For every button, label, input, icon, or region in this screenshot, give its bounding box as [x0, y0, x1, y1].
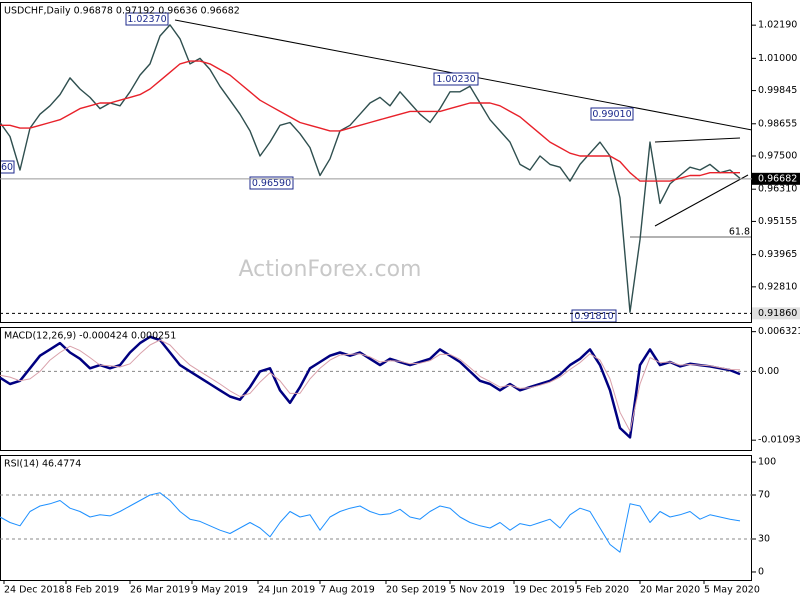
- panel-title: USDCHF,Daily 0.96878 0.97192 0.96636 0.9…: [4, 6, 240, 17]
- annotation: 61.8: [729, 227, 750, 238]
- y-tick-label: 0.93965: [758, 249, 797, 260]
- annotation-box: [433, 72, 479, 86]
- y-tick-label: 0.006321: [758, 326, 800, 337]
- annotations: 1.02370 0.96590 1.00230 0.99010 0.91810 …: [0, 12, 750, 323]
- annotation: 1.00230: [436, 74, 475, 85]
- x-tick-label: 5 Nov 2019: [450, 585, 505, 596]
- y-tick-label: 0: [758, 566, 764, 577]
- y-tick-label: 0.97500: [758, 151, 797, 162]
- series-line: [0, 24, 741, 313]
- panel-border: [0, 455, 752, 581]
- triangle-lower: [654, 174, 749, 227]
- annotation-box: [590, 107, 634, 121]
- x-tick-label: 20 Sep 2019: [386, 585, 446, 596]
- y-tick-label: 70: [758, 490, 770, 501]
- annotation-box: [249, 176, 294, 190]
- x-tick-label: 24 Jun 2019: [258, 585, 315, 596]
- x-tick-label: 19 Dec 2019: [514, 585, 575, 596]
- price-label-box: [752, 307, 800, 320]
- x-tick-label: 26 Mar 2019: [130, 585, 190, 596]
- price-label-box: [752, 172, 800, 185]
- price-label: 0.96682: [758, 173, 797, 184]
- panel-border: [0, 327, 752, 451]
- x-tick-label: 20 Mar 2020: [640, 585, 700, 596]
- series-line: [0, 492, 741, 553]
- annotation-box: [125, 12, 169, 26]
- y-tick-label: -0.010939: [758, 435, 800, 446]
- annotation: 1.02370: [127, 14, 166, 25]
- annotation: 60: [1, 162, 13, 173]
- x-tick-label: 9 May 2019: [192, 585, 248, 596]
- watermark: ActionForex.com: [239, 257, 422, 282]
- y-tick-label: 1.02190: [758, 20, 797, 31]
- series-line: [0, 335, 741, 439]
- x-tick-label: 5 Feb 2020: [576, 585, 629, 596]
- x-tick-label: 24 Dec 2018: [4, 585, 65, 596]
- annotation-box: [0, 160, 15, 174]
- series-line: [0, 339, 741, 432]
- y-tick-label: 100: [758, 457, 776, 468]
- y-tick-label: 0.98655: [758, 118, 797, 129]
- y-tick-label: 0.95155: [758, 216, 797, 227]
- panel-border: [0, 2, 752, 323]
- x-tick-label: 7 Aug 2019: [320, 585, 375, 596]
- y-tick-label: 0.92810: [758, 281, 797, 292]
- annotation: 0.91810: [574, 311, 613, 322]
- x-tick-label: 8 Feb 2019: [66, 585, 119, 596]
- y-tick-label: 30: [758, 533, 770, 544]
- price-label: 0.91860: [758, 308, 797, 319]
- panel-title: MACD(12,26,9) -0.000424 0.000251: [4, 331, 176, 342]
- annotation: 0.96590: [252, 178, 291, 189]
- y-tick-label: 0.99845: [758, 85, 797, 96]
- series-line: [0, 60, 740, 182]
- panel-title: RSI(14) 46.4774: [4, 459, 81, 470]
- y-tick-label: 0.96310: [758, 184, 797, 195]
- annotation: 0.99010: [592, 109, 631, 120]
- x-tick-label: 5 May 2020: [704, 585, 760, 596]
- y-tick-label: 0.00: [758, 366, 779, 377]
- triangle-upper: [654, 137, 741, 143]
- y-tick-label: 1.01000: [758, 53, 797, 64]
